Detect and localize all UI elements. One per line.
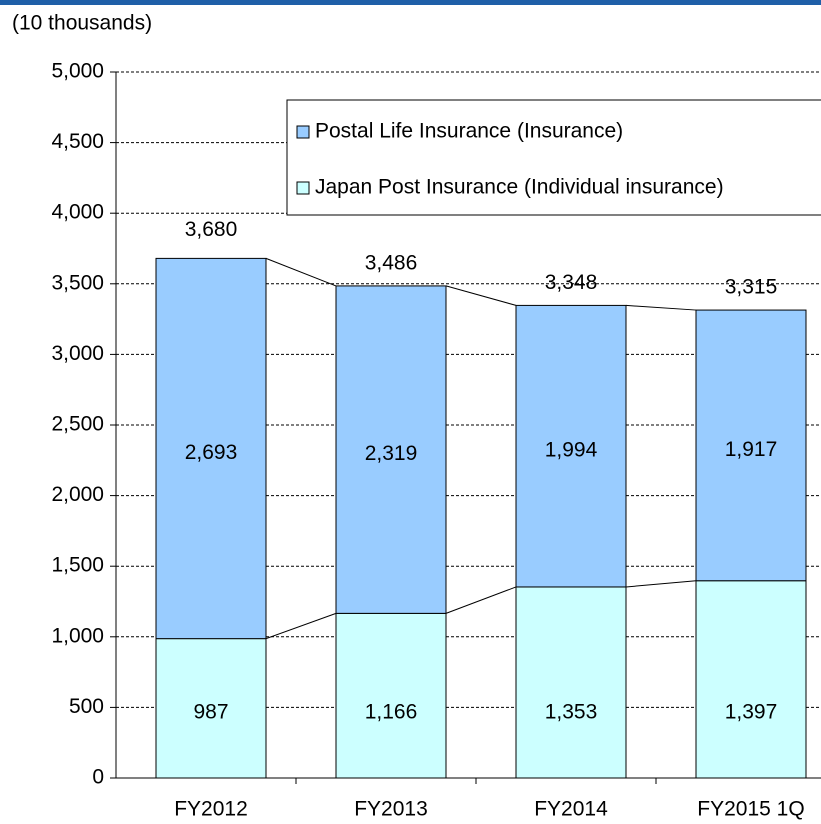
value-label: 1,397 xyxy=(725,701,778,724)
total-label: 3,680 xyxy=(185,218,238,241)
total-label: 3,315 xyxy=(725,275,778,298)
bar-segment xyxy=(335,612,447,779)
legend-label: Japan Post Insurance (Individual insuran… xyxy=(315,176,724,199)
bar-segment xyxy=(335,285,447,614)
y-tick-label: 0 xyxy=(92,766,104,789)
y-tick-label: 4,000 xyxy=(51,201,104,224)
y-tick-label: 1,500 xyxy=(51,554,104,577)
total-label: 3,486 xyxy=(365,251,418,274)
y-tick-label: 2,000 xyxy=(51,483,104,506)
y-axis-label: (10 thousands) xyxy=(12,12,152,35)
legend-swatch xyxy=(296,181,310,195)
x-tick-label: FY2013 xyxy=(354,798,428,821)
top-bar xyxy=(0,0,821,5)
x-tick-label: FY2015 1Q xyxy=(697,798,804,821)
value-label: 2,319 xyxy=(365,442,418,465)
legend-box xyxy=(286,99,821,216)
value-label: 2,693 xyxy=(185,441,238,464)
connector xyxy=(445,285,517,306)
value-label: 1,353 xyxy=(545,701,598,724)
x-tick-label: FY2012 xyxy=(174,798,248,821)
y-tick-label: 3,000 xyxy=(51,342,104,365)
connector xyxy=(265,257,337,287)
value-label: 1,166 xyxy=(365,701,418,724)
value-label: 1,917 xyxy=(725,438,778,461)
connector xyxy=(265,612,337,640)
value-label: 987 xyxy=(193,701,228,724)
legend-label: Postal Life Insurance (Insurance) xyxy=(315,120,623,143)
connector xyxy=(625,304,697,311)
bar-segment xyxy=(695,309,807,582)
connector xyxy=(445,586,517,614)
bar-segment xyxy=(155,257,267,640)
bar-segment xyxy=(695,580,807,779)
y-tick-label: 5,000 xyxy=(51,60,104,83)
x-tick-label: FY2014 xyxy=(534,798,608,821)
connector xyxy=(625,580,697,588)
y-tick-label: 4,500 xyxy=(51,130,104,153)
total-label: 3,348 xyxy=(545,271,598,294)
y-tick-label: 1,000 xyxy=(51,624,104,647)
y-tick-label: 3,500 xyxy=(51,271,104,294)
value-label: 1,994 xyxy=(545,439,598,462)
y-tick-label: 500 xyxy=(69,695,104,718)
bar-segment xyxy=(515,304,627,588)
bar-segment xyxy=(155,638,267,779)
legend-swatch xyxy=(296,125,310,139)
bar-segment xyxy=(515,586,627,779)
y-tick-label: 2,500 xyxy=(51,413,104,436)
